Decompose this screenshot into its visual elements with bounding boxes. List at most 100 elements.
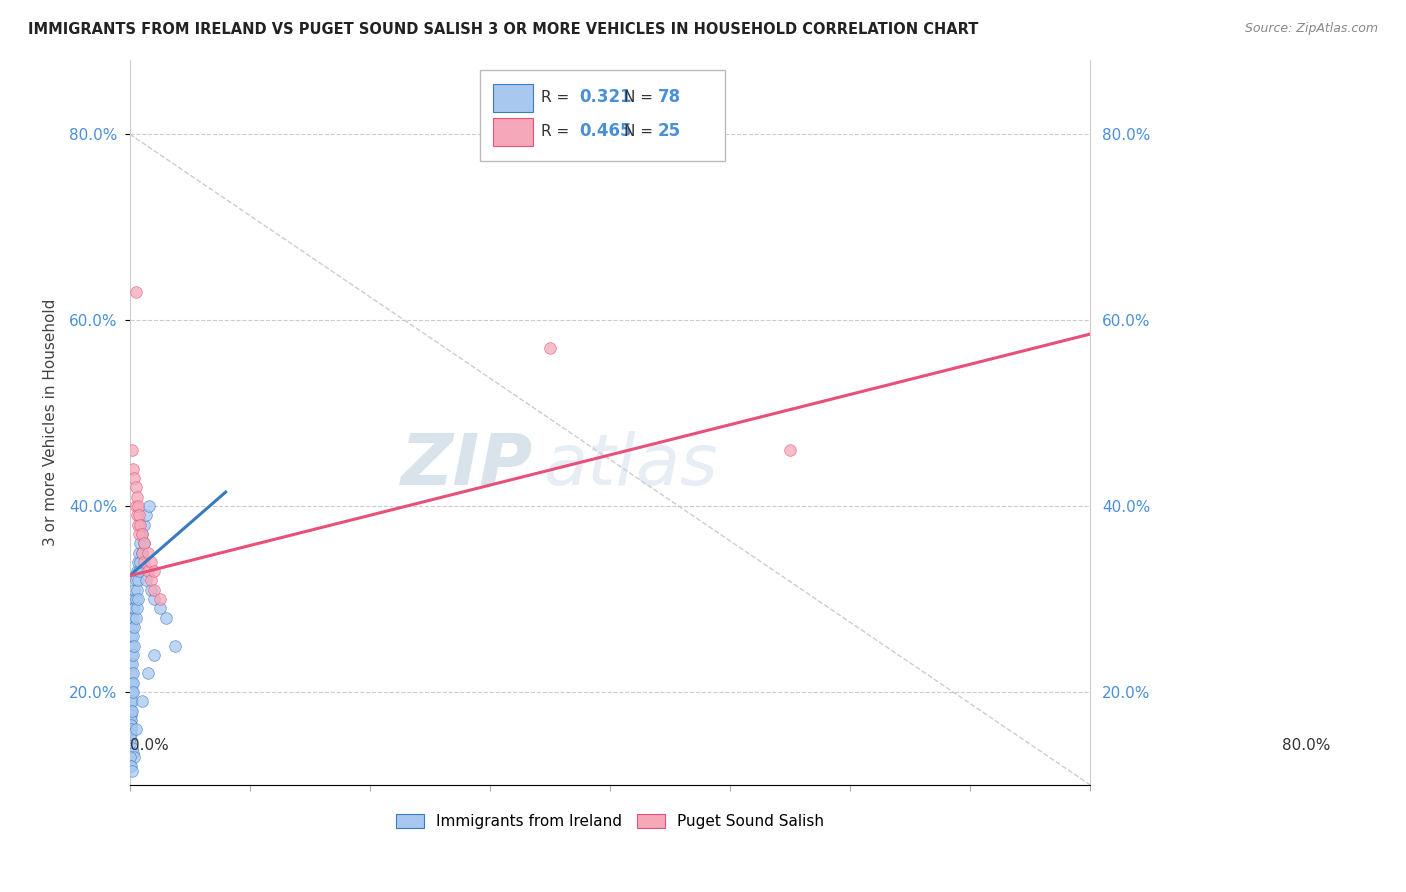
- Point: [122, 629, 145, 643]
- Point: [118, 750, 141, 764]
- Point: [141, 555, 163, 569]
- Point: [129, 536, 152, 550]
- Point: [120, 629, 142, 643]
- Point: [121, 620, 143, 634]
- Text: Source: ZipAtlas.com: Source: ZipAtlas.com: [1244, 22, 1378, 36]
- Text: IMMIGRANTS FROM IRELAND VS PUGET SOUND SALISH 3 OR MORE VEHICLES IN HOUSEHOLD CO: IMMIGRANTS FROM IRELAND VS PUGET SOUND S…: [28, 22, 979, 37]
- Point: [118, 657, 141, 672]
- Point: [118, 727, 141, 741]
- Point: [121, 694, 143, 708]
- Point: [132, 536, 155, 550]
- Text: R =: R =: [541, 90, 574, 105]
- Point: [122, 675, 145, 690]
- Point: [127, 574, 149, 588]
- Point: [142, 592, 165, 607]
- Point: [121, 685, 143, 699]
- Point: [122, 746, 145, 760]
- Point: [121, 443, 143, 458]
- Point: [118, 717, 141, 731]
- Point: [132, 555, 155, 569]
- Point: [121, 601, 143, 615]
- Point: [121, 657, 143, 672]
- Point: [118, 639, 141, 653]
- Point: [142, 564, 165, 578]
- Point: [118, 704, 141, 718]
- Point: [124, 639, 146, 653]
- Point: [127, 555, 149, 569]
- Point: [120, 723, 142, 737]
- Point: [118, 736, 141, 750]
- Text: atlas: atlas: [543, 432, 717, 500]
- Text: 0.465: 0.465: [579, 122, 631, 140]
- Point: [120, 648, 142, 662]
- Point: [120, 727, 142, 741]
- Point: [125, 564, 148, 578]
- Point: [128, 564, 150, 578]
- Point: [118, 723, 141, 737]
- Text: N =: N =: [624, 90, 658, 105]
- Point: [136, 545, 159, 559]
- Point: [120, 717, 142, 731]
- Point: [124, 582, 146, 597]
- Point: [121, 639, 143, 653]
- Point: [122, 592, 145, 607]
- Point: [120, 704, 142, 718]
- FancyBboxPatch shape: [492, 118, 533, 146]
- Text: 0.0%: 0.0%: [129, 738, 169, 753]
- Text: N =: N =: [624, 124, 658, 139]
- Text: 0.321: 0.321: [579, 88, 631, 106]
- Point: [779, 443, 801, 458]
- Point: [135, 574, 157, 588]
- Point: [118, 759, 141, 773]
- Point: [131, 527, 153, 541]
- Point: [124, 480, 146, 494]
- Point: [124, 620, 146, 634]
- Point: [128, 527, 150, 541]
- Point: [131, 545, 153, 559]
- Point: [118, 694, 141, 708]
- Text: ZIP: ZIP: [401, 432, 533, 500]
- Point: [125, 490, 148, 504]
- Point: [125, 582, 148, 597]
- Point: [122, 648, 145, 662]
- Y-axis label: 3 or more Vehicles in Household: 3 or more Vehicles in Household: [44, 299, 58, 546]
- Point: [124, 592, 146, 607]
- Point: [122, 610, 145, 624]
- Point: [122, 685, 145, 699]
- Point: [125, 508, 148, 523]
- Point: [118, 685, 141, 699]
- Point: [125, 601, 148, 615]
- Point: [121, 740, 143, 755]
- Point: [136, 564, 159, 578]
- Point: [120, 694, 142, 708]
- Text: 25: 25: [658, 122, 681, 140]
- Point: [118, 675, 141, 690]
- FancyBboxPatch shape: [492, 84, 533, 112]
- Point: [120, 708, 142, 723]
- Point: [120, 759, 142, 773]
- Point: [155, 610, 177, 624]
- Point: [118, 713, 141, 727]
- Point: [124, 574, 146, 588]
- Point: [120, 685, 142, 699]
- Point: [124, 285, 146, 299]
- Point: [141, 574, 163, 588]
- Point: [131, 545, 153, 559]
- Point: [142, 582, 165, 597]
- Point: [124, 750, 146, 764]
- Point: [127, 517, 149, 532]
- Point: [142, 648, 165, 662]
- Point: [120, 713, 142, 727]
- Point: [120, 666, 142, 681]
- Point: [121, 764, 143, 779]
- Point: [124, 723, 146, 737]
- Point: [118, 620, 141, 634]
- Point: [124, 499, 146, 513]
- Point: [138, 499, 160, 513]
- Point: [148, 592, 170, 607]
- Point: [538, 341, 561, 355]
- Point: [148, 601, 170, 615]
- Point: [122, 462, 145, 476]
- Point: [165, 639, 187, 653]
- Point: [124, 471, 146, 485]
